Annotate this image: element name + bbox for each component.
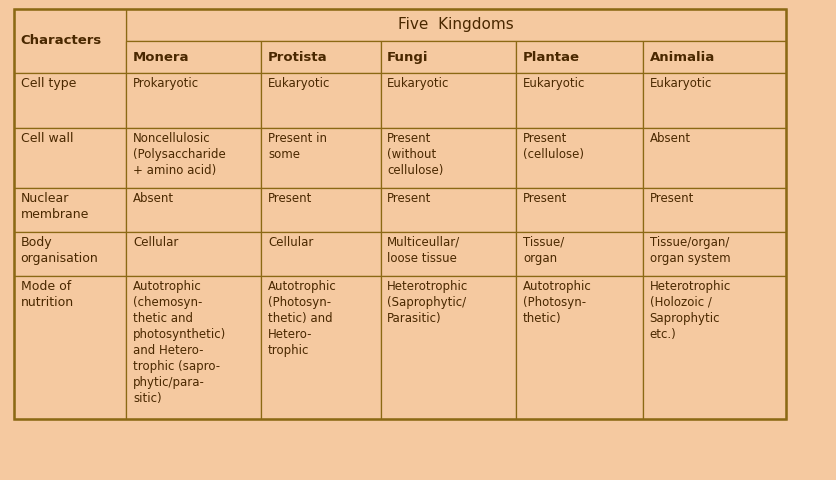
Text: Present
(cellulose): Present (cellulose) [523, 132, 584, 161]
Text: Eukaryotic: Eukaryotic [387, 77, 450, 90]
Text: Eukaryotic: Eukaryotic [650, 77, 712, 90]
Bar [517, 276, 643, 419]
Text: Absent: Absent [133, 192, 174, 205]
Bar [380, 73, 517, 128]
Bar [14, 276, 126, 419]
Bar [14, 128, 126, 188]
Text: Present in
some: Present in some [268, 132, 327, 161]
Bar [262, 232, 380, 276]
Bar [14, 73, 126, 128]
Text: Plantae: Plantae [523, 51, 580, 64]
Text: Present: Present [387, 192, 431, 205]
Bar [126, 41, 262, 73]
Bar [126, 188, 262, 232]
Bar [517, 128, 643, 188]
Text: Autotrophic
(chemosyn-
thetic and
photosynthetic)
and Hetero-
trophic (sapro-
ph: Autotrophic (chemosyn- thetic and photos… [133, 280, 227, 405]
Text: Characters: Characters [21, 35, 102, 48]
Text: Eukaryotic: Eukaryotic [523, 77, 585, 90]
Bar [380, 128, 517, 188]
Text: Present: Present [523, 192, 568, 205]
Bar [262, 41, 380, 73]
Text: Body
organisation: Body organisation [21, 236, 99, 264]
Text: Heterotrophic
(Saprophytic/
Parasitic): Heterotrophic (Saprophytic/ Parasitic) [387, 280, 468, 324]
Bar [14, 232, 126, 276]
Text: Autotrophic
(Photosyn-
thetic): Autotrophic (Photosyn- thetic) [523, 280, 592, 324]
Bar [643, 128, 787, 188]
Text: Noncellulosic
(Polysaccharide
+ amino acid): Noncellulosic (Polysaccharide + amino ac… [133, 132, 226, 177]
Text: Multiceullar/
loose tissue: Multiceullar/ loose tissue [387, 236, 461, 264]
Text: Cell type: Cell type [21, 77, 76, 90]
Bar [262, 128, 380, 188]
Bar [14, 9, 787, 419]
Text: Present
(without
cellulose): Present (without cellulose) [387, 132, 444, 177]
Text: Monera: Monera [133, 51, 190, 64]
Bar [14, 188, 126, 232]
Bar [643, 73, 787, 128]
Bar [517, 41, 643, 73]
Text: Cell wall: Cell wall [21, 132, 73, 145]
Text: Heterotrophic
(Holozoic /
Saprophytic
etc.): Heterotrophic (Holozoic / Saprophytic et… [650, 280, 731, 341]
Bar [517, 232, 643, 276]
Bar [126, 232, 262, 276]
Text: Eukaryotic: Eukaryotic [268, 77, 330, 90]
Text: Cellular: Cellular [268, 236, 314, 249]
Bar [126, 9, 787, 41]
Bar [517, 188, 643, 232]
Text: Tissue/
organ: Tissue/ organ [523, 236, 564, 264]
Bar [126, 276, 262, 419]
Text: Five  Kingdoms: Five Kingdoms [399, 17, 514, 32]
Bar [517, 73, 643, 128]
Text: Protista: Protista [268, 51, 328, 64]
Bar [643, 41, 787, 73]
Bar [262, 73, 380, 128]
Bar [126, 128, 262, 188]
Text: Animalia: Animalia [650, 51, 715, 64]
Text: Present: Present [650, 192, 694, 205]
Bar [380, 41, 517, 73]
Bar [380, 232, 517, 276]
Bar [380, 276, 517, 419]
Text: Prokaryotic: Prokaryotic [133, 77, 199, 90]
Bar [14, 9, 126, 73]
Text: Autotrophic
(Photosyn-
thetic) and
Hetero-
trophic: Autotrophic (Photosyn- thetic) and Heter… [268, 280, 337, 357]
Bar [262, 188, 380, 232]
Bar [643, 188, 787, 232]
Text: Mode of
nutrition: Mode of nutrition [21, 280, 74, 309]
Bar [126, 73, 262, 128]
Text: Cellular: Cellular [133, 236, 178, 249]
Text: Fungi: Fungi [387, 51, 429, 64]
Bar [643, 232, 787, 276]
Text: Absent: Absent [650, 132, 691, 145]
Text: Present: Present [268, 192, 313, 205]
Bar [262, 276, 380, 419]
Text: Nuclear
membrane: Nuclear membrane [21, 192, 89, 221]
Bar [380, 188, 517, 232]
Bar [643, 276, 787, 419]
Text: Tissue/organ/
organ system: Tissue/organ/ organ system [650, 236, 731, 264]
